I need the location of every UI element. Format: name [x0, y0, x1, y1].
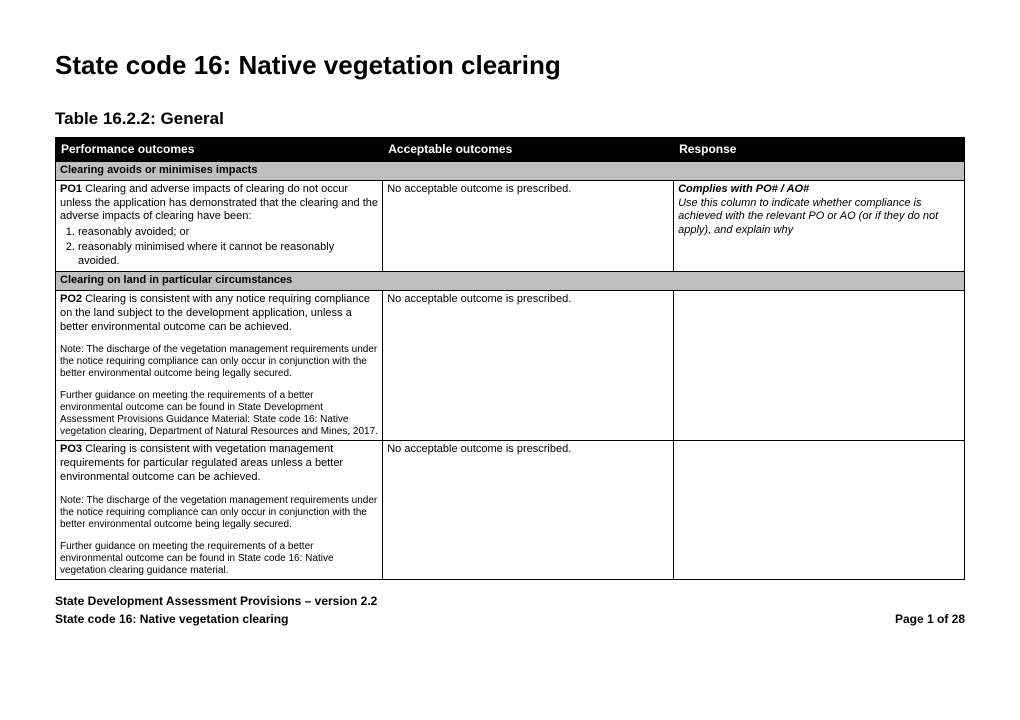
list-item: reasonably minimised where it cannot be …	[78, 241, 378, 269]
general-table: Performance outcomes Acceptable outcomes…	[55, 137, 965, 580]
po-list: reasonably avoided; or reasonably minimi…	[60, 226, 378, 268]
cell-acceptable: No acceptable outcome is prescribed.	[383, 441, 674, 579]
table-row: PO3 Clearing is consistent with vegetati…	[56, 441, 965, 579]
po-code: PO2	[60, 293, 82, 305]
table-row: PO1 Clearing and adverse impacts of clea…	[56, 180, 965, 272]
table-header-row: Performance outcomes Acceptable outcomes…	[56, 138, 965, 162]
section-label: Clearing avoids or minimises impacts	[56, 162, 965, 181]
po-note: Note: The discharge of the vegetation ma…	[60, 344, 378, 380]
cell-performance: PO1 Clearing and adverse impacts of clea…	[56, 180, 383, 272]
footer-provisions-line: State Development Assessment Provisions …	[55, 594, 965, 608]
cell-response	[674, 441, 965, 579]
po-note: Further guidance on meeting the requirem…	[60, 541, 378, 577]
col-header-acceptable: Acceptable outcomes	[383, 138, 674, 162]
section-row: Clearing avoids or minimises impacts	[56, 162, 965, 181]
col-header-response: Response	[674, 138, 965, 162]
response-body: Use this column to indicate whether comp…	[678, 197, 960, 238]
page-title: State code 16: Native vegetation clearin…	[55, 50, 965, 81]
cell-acceptable: No acceptable outcome is prescribed.	[383, 291, 674, 441]
cell-acceptable: No acceptable outcome is prescribed.	[383, 180, 674, 272]
cell-performance: PO2 Clearing is consistent with any noti…	[56, 291, 383, 441]
cell-performance: PO3 Clearing is consistent with vegetati…	[56, 441, 383, 579]
footer-page-number: Page 1 of 28	[895, 612, 965, 626]
po-note: Note: The discharge of the vegetation ma…	[60, 495, 378, 531]
po-text: Clearing is consistent with vegetation m…	[60, 443, 343, 483]
list-item: reasonably avoided; or	[78, 226, 378, 240]
po-text: Clearing and adverse impacts of clearing…	[60, 183, 378, 223]
po-code: PO1	[60, 183, 82, 195]
cell-response: Complies with PO# / AO# Use this column …	[674, 180, 965, 272]
table-title: Table 16.2.2: General	[55, 109, 965, 129]
page-footer: State Development Assessment Provisions …	[55, 594, 965, 626]
table-row: PO2 Clearing is consistent with any noti…	[56, 291, 965, 441]
response-heading: Complies with PO# / AO#	[678, 183, 960, 197]
section-row: Clearing on land in particular circumsta…	[56, 272, 965, 291]
po-note: Further guidance on meeting the requirem…	[60, 390, 378, 438]
cell-response	[674, 291, 965, 441]
footer-code-title: State code 16: Native vegetation clearin…	[55, 612, 288, 626]
col-header-performance: Performance outcomes	[56, 138, 383, 162]
section-label: Clearing on land in particular circumsta…	[56, 272, 965, 291]
po-code: PO3	[60, 443, 82, 455]
po-text: Clearing is consistent with any notice r…	[60, 293, 370, 333]
